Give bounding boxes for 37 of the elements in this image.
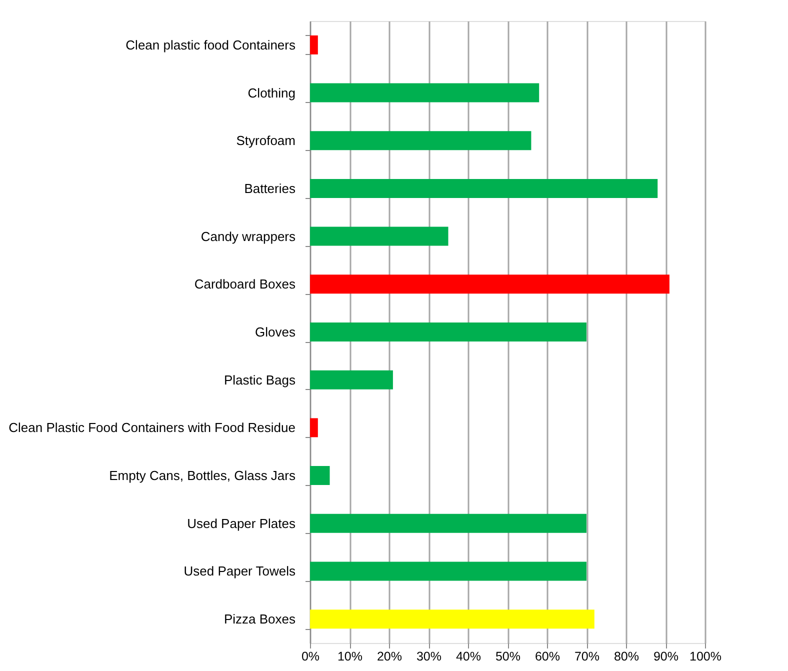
y-tick-label: Clean Plastic Food Containers with Food Residue (8, 420, 296, 436)
bar (310, 418, 318, 438)
x-tick-label: 70% (574, 650, 600, 664)
y-tick-label: Empty Cans, Bottles, Glass Jars (109, 468, 296, 484)
y-tick-label: Cardboard Boxes (194, 276, 296, 292)
bar (310, 178, 658, 198)
y-tick-label: Styrofoam (236, 133, 296, 148)
x-tick-label: 90% (653, 650, 679, 664)
y-tick-label: Plastic Bags (224, 372, 296, 388)
y-tick-label: Pizza Boxes (224, 612, 296, 627)
x-tick-label: 100% (690, 650, 722, 664)
y-tick-label: Batteries (244, 180, 296, 196)
bar (310, 562, 586, 581)
y-tick-label: Gloves (255, 324, 296, 340)
y-tick-label: Clean plastic food Containers (126, 37, 296, 52)
bar (310, 274, 670, 294)
x-tick-label: 20% (376, 650, 402, 664)
x-tick-label: 80% (614, 650, 640, 664)
x-tick-label: 60% (534, 650, 560, 664)
x-tick-label: 50% (495, 650, 521, 664)
bar (310, 131, 532, 150)
bar (310, 322, 586, 342)
x-tick-label: 0% (301, 650, 320, 664)
x-tick-label: 10% (337, 650, 363, 664)
bar (310, 35, 318, 54)
x-tick-label: 40% (456, 650, 482, 664)
x-tick-label: 30% (416, 650, 442, 664)
y-tick-label: Used Paper Plates (187, 516, 296, 531)
bar (310, 514, 586, 533)
bar (310, 610, 594, 629)
bar (310, 226, 448, 246)
bar (310, 83, 540, 102)
bar (310, 466, 330, 486)
y-tick-label: Clothing (248, 85, 296, 100)
bar (310, 370, 393, 390)
y-tick-label: Candy wrappers (200, 228, 296, 244)
y-tick-label: Used Paper Towels (184, 564, 296, 579)
